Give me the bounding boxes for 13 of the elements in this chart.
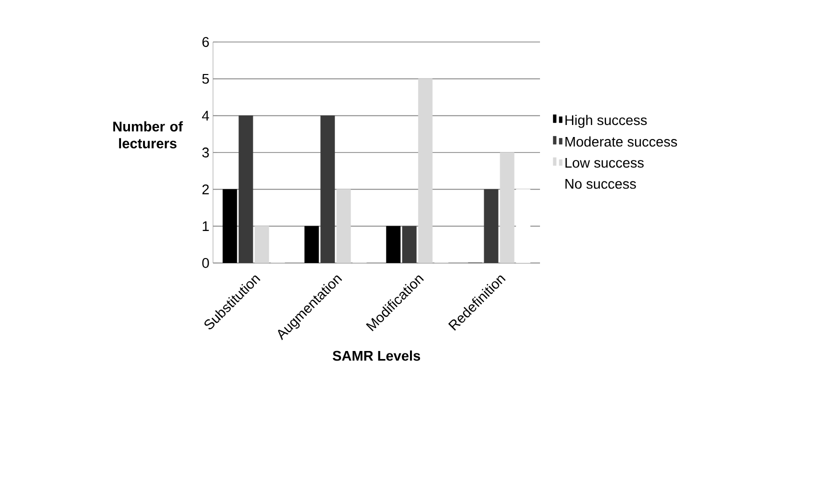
y-tick-label: 5 xyxy=(202,74,209,84)
y-tick-label: 2 xyxy=(202,184,209,194)
legend-label: High success xyxy=(565,114,647,128)
y-axis-title: Number of lecturers xyxy=(113,121,183,148)
x-axis-title: SAMR Levels xyxy=(332,350,420,361)
legend-label: Low success xyxy=(565,158,644,168)
y-tick-label: 3 xyxy=(202,148,209,158)
legend-label: Moderate success xyxy=(565,136,678,147)
text: No success xyxy=(565,179,636,189)
y-tick-label: 6 xyxy=(202,37,209,47)
y-tick-label: 1 xyxy=(202,221,209,231)
y-tick-label: 4 xyxy=(202,110,210,120)
y-tick-label: 0 xyxy=(202,258,209,268)
